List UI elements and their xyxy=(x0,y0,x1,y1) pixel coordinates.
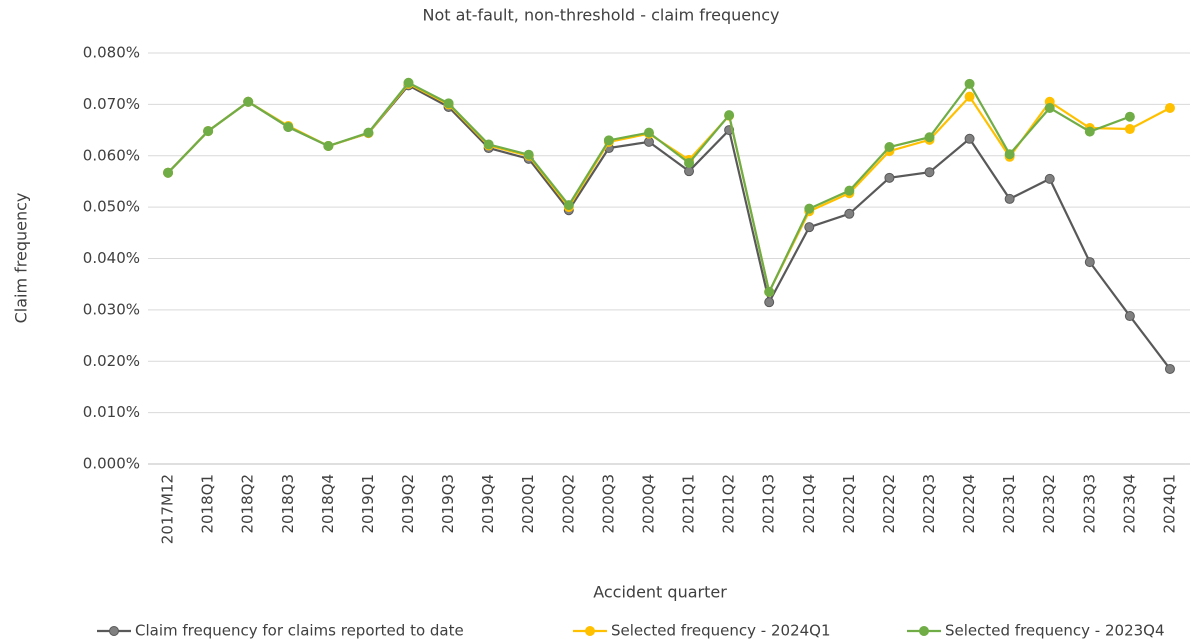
point xyxy=(1044,173,1055,184)
series-line xyxy=(167,83,1171,370)
point xyxy=(884,142,895,153)
point xyxy=(243,96,254,107)
point xyxy=(643,136,654,147)
series-line xyxy=(167,81,1131,296)
point xyxy=(844,185,855,196)
point xyxy=(1164,102,1175,113)
point xyxy=(884,172,895,183)
point xyxy=(924,132,935,143)
x-tick-label: 2023Q4 xyxy=(1120,474,1138,534)
point xyxy=(1084,126,1095,137)
y-tick-label: 0.060% xyxy=(83,146,140,164)
point xyxy=(1164,363,1175,374)
x-tick-label: 2019Q3 xyxy=(439,474,457,534)
x-tick-label: 2019Q4 xyxy=(479,474,497,534)
point xyxy=(684,166,695,177)
point xyxy=(764,297,775,308)
point xyxy=(403,77,414,88)
point xyxy=(1004,149,1015,160)
point xyxy=(1084,257,1095,268)
point xyxy=(804,203,815,214)
chart-title: Not at-fault, non-threshold - claim freq… xyxy=(423,6,780,25)
y-tick-label: 0.010% xyxy=(83,403,140,421)
x-tick-label: 2018Q2 xyxy=(239,474,257,534)
x-tick-label: 2024Q1 xyxy=(1160,474,1178,534)
point xyxy=(203,126,214,137)
point xyxy=(764,286,775,297)
x-tick-label: 2018Q1 xyxy=(199,474,217,534)
y-tick-label: 0.020% xyxy=(83,352,140,370)
x-tick-label: 2021Q4 xyxy=(800,474,818,534)
legend-marker xyxy=(109,626,119,636)
point xyxy=(964,91,975,102)
y-tick-label: 0.040% xyxy=(83,249,140,267)
y-tick-label: 0.050% xyxy=(83,198,140,216)
y-tick-label: 0.080% xyxy=(83,44,140,62)
legend-marker xyxy=(585,626,595,636)
point xyxy=(563,200,574,211)
point xyxy=(643,127,654,138)
point xyxy=(603,135,614,146)
x-tick-label: 2018Q3 xyxy=(279,474,297,534)
point xyxy=(964,78,975,89)
point xyxy=(323,140,334,151)
point xyxy=(684,157,695,168)
point xyxy=(1124,124,1135,135)
x-tick-label: 2021Q3 xyxy=(760,474,778,534)
point xyxy=(483,139,494,150)
point xyxy=(844,208,855,219)
point xyxy=(964,133,975,144)
point xyxy=(1044,102,1055,113)
x-tick-label: 2021Q1 xyxy=(680,474,698,534)
x-tick-label: 2022Q1 xyxy=(840,474,858,534)
x-tick-label: 2022Q2 xyxy=(880,474,898,534)
series-line xyxy=(167,82,1171,296)
x-tick-label: 2018Q4 xyxy=(319,474,337,534)
x-tick-label: 2020Q2 xyxy=(559,474,577,534)
x-tick-label: 2023Q1 xyxy=(1000,474,1018,534)
y-tick-label: 0.000% xyxy=(83,455,140,473)
y-axis-title: Claim frequency xyxy=(12,193,31,324)
x-tick-label: 2020Q1 xyxy=(519,474,537,534)
legend-label: Selected frequency - 2024Q1 xyxy=(611,622,831,640)
x-tick-label: 2022Q3 xyxy=(920,474,938,534)
point xyxy=(283,121,294,132)
x-tick-label: 2019Q1 xyxy=(359,474,377,534)
x-tick-label: 2023Q3 xyxy=(1080,474,1098,534)
legend-label: Selected frequency - 2023Q4 xyxy=(945,622,1165,640)
x-tick-label: 2020Q3 xyxy=(599,474,617,534)
point xyxy=(1124,311,1135,322)
x-tick-label: 2019Q2 xyxy=(399,474,417,534)
x-tick-label: 2023Q2 xyxy=(1040,474,1058,534)
y-tick-label: 0.070% xyxy=(83,95,140,113)
point xyxy=(724,110,735,121)
point xyxy=(924,167,935,178)
point xyxy=(523,149,534,160)
x-tick-label: 2020Q4 xyxy=(639,474,657,534)
point xyxy=(1004,193,1015,204)
point xyxy=(163,167,174,178)
x-tick-label: 2021Q2 xyxy=(720,474,738,534)
point xyxy=(1124,111,1135,122)
x-axis-title: Accident quarter xyxy=(593,583,727,602)
point xyxy=(804,222,815,233)
point xyxy=(363,127,374,138)
legend-label: Claim frequency for claims reported to d… xyxy=(135,622,464,640)
x-tick-label: 2022Q4 xyxy=(960,474,978,534)
y-tick-label: 0.030% xyxy=(83,300,140,318)
point xyxy=(443,98,454,109)
x-tick-label: 2017M12 xyxy=(159,474,177,544)
legend-marker xyxy=(919,626,929,636)
